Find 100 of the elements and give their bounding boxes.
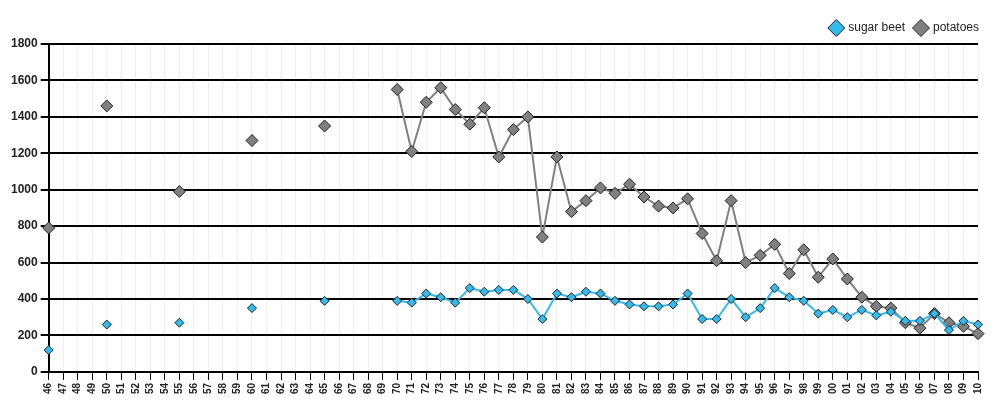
x-tick-label: 91	[695, 382, 707, 394]
point	[668, 299, 679, 310]
x-tick-label: 88	[652, 382, 664, 394]
x-tick-label: 81	[550, 382, 562, 394]
y-tick-label: 1600	[10, 72, 39, 87]
point	[419, 95, 433, 109]
point	[682, 288, 693, 299]
x-tick-label: 95	[753, 382, 765, 394]
point	[435, 292, 446, 303]
x-tick-label: 96	[768, 382, 780, 394]
point	[522, 294, 533, 305]
legend-label: sugar beet	[848, 20, 906, 35]
x-tick-label: 68	[361, 382, 373, 394]
x-tick-label: 94	[739, 382, 751, 394]
point	[739, 256, 753, 270]
x-tick-label: 93	[724, 382, 736, 394]
x-tick-label: 90	[681, 382, 693, 394]
x-tick-label: 06	[913, 382, 925, 394]
point	[840, 272, 854, 286]
point	[448, 103, 462, 117]
x-tick-label: 89	[666, 382, 678, 394]
x-tick-label: 66	[332, 382, 344, 394]
x-tick-label: 46	[42, 382, 54, 394]
point	[318, 119, 332, 133]
point	[782, 267, 796, 281]
point	[755, 303, 766, 314]
point	[798, 295, 809, 306]
x-tick-label: 78	[507, 382, 519, 394]
x-tick-label: 09	[957, 382, 969, 394]
x-tick-label: 74	[449, 382, 461, 394]
y-tick-label: 1800	[10, 36, 39, 51]
x-tick-label: 50	[100, 382, 112, 394]
point	[479, 286, 490, 297]
point	[390, 83, 404, 97]
x-tick-label: 48	[71, 382, 83, 394]
x-tick-label: 80	[536, 382, 548, 394]
x-tick-label: 98	[797, 382, 809, 394]
point	[463, 117, 477, 131]
point	[566, 292, 577, 303]
x-tick-label: 58	[216, 382, 228, 394]
point	[392, 295, 403, 306]
x-tick-label: 83	[579, 382, 591, 394]
x-tick-label: 05	[899, 382, 911, 394]
x-tick-label: 56	[187, 382, 199, 394]
point	[797, 243, 811, 257]
x-tick-label: 92	[710, 382, 722, 394]
x-tick-label: 08	[942, 382, 954, 394]
point	[174, 317, 185, 328]
point	[608, 186, 622, 200]
x-tick-label: 82	[565, 382, 577, 394]
point	[973, 319, 983, 330]
point	[521, 110, 535, 124]
point	[101, 319, 112, 330]
x-tick-label: 02	[855, 382, 867, 394]
x-tick-label: 04	[884, 382, 896, 394]
x-tick-label: 67	[347, 382, 359, 394]
x-tick-label: 84	[594, 382, 606, 394]
point	[666, 201, 680, 215]
x-tick-label: 79	[521, 382, 533, 394]
x-tick-label: 03	[870, 382, 882, 394]
point	[885, 306, 896, 317]
point	[811, 270, 825, 284]
x-tick-label: 65	[318, 382, 330, 394]
point	[492, 150, 506, 164]
x-tick-label: 72	[419, 382, 431, 394]
point	[740, 312, 751, 323]
point	[464, 283, 475, 294]
point	[624, 299, 635, 310]
y-tick-label: 200	[17, 327, 39, 342]
point	[697, 314, 708, 325]
point	[639, 301, 650, 312]
point	[609, 295, 620, 306]
y-tick-label: 400	[17, 291, 39, 306]
point	[768, 237, 782, 251]
x-tick-label: 52	[129, 382, 141, 394]
point	[405, 144, 419, 158]
point	[172, 185, 186, 199]
point	[695, 226, 709, 240]
point	[593, 181, 607, 195]
point	[535, 230, 549, 244]
x-tick-label: 61	[260, 382, 272, 394]
point	[319, 295, 330, 306]
point	[769, 283, 780, 294]
x-tick-label: 71	[405, 382, 417, 394]
x-tick-label: 01	[841, 382, 853, 394]
x-tick-label: 55	[173, 382, 185, 394]
point	[871, 310, 882, 321]
x-tick-label: 59	[231, 382, 243, 394]
point	[971, 327, 985, 341]
legend-label: potatoes	[932, 20, 980, 35]
point	[653, 301, 664, 312]
x-tick-label: 77	[492, 382, 504, 394]
x-tick-label: 85	[608, 382, 620, 394]
x-tick-label: 75	[463, 382, 475, 394]
x-tick-label: 76	[478, 382, 490, 394]
point	[842, 312, 853, 323]
x-tick-label: 73	[434, 382, 446, 394]
point	[943, 324, 954, 335]
point	[855, 290, 869, 304]
y-tick-label: 800	[17, 218, 39, 233]
